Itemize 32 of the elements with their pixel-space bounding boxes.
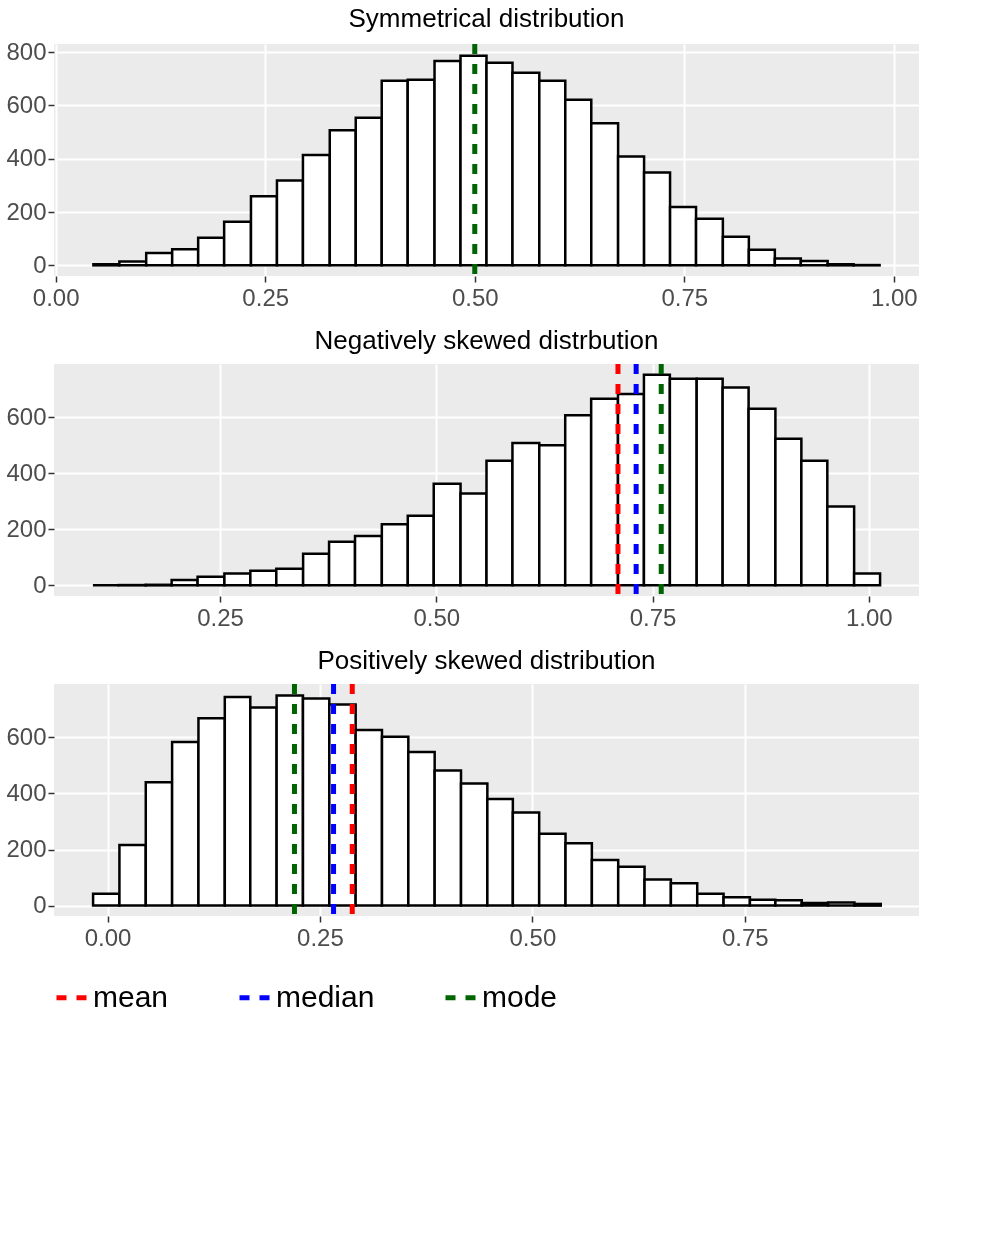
x-tick-label: 1.00 xyxy=(871,283,918,311)
y-tick-label: 600 xyxy=(6,402,47,430)
x-tick-label: 0.25 xyxy=(297,923,344,951)
x-tick-label: 1.00 xyxy=(845,603,893,631)
x-tick-label: 0.50 xyxy=(413,603,461,631)
y-tick-label: 400 xyxy=(6,144,47,172)
x-tick-label: 0.25 xyxy=(197,603,244,631)
y-tick-label: 600 xyxy=(6,722,47,750)
y-tick-label: 0 xyxy=(33,250,47,278)
y-tick-label: 200 xyxy=(6,835,47,863)
y-tick-label: 400 xyxy=(6,778,47,806)
chart-title: Positively skewed distribution xyxy=(317,644,656,675)
legend-label: mode xyxy=(482,979,558,1013)
y-tick-label: 400 xyxy=(6,458,47,486)
y-tick-label: 800 xyxy=(6,37,47,65)
ref-line-label: median xyxy=(276,979,375,1013)
x-tick-label: 0.75 xyxy=(661,283,709,311)
x-tick-label: 0.00 xyxy=(84,923,132,951)
x-tick-label: 0.50 xyxy=(451,283,499,311)
chart-title: Negatively skewed distrbution xyxy=(314,324,659,355)
x-tick-label: 0.75 xyxy=(629,603,677,631)
x-tick-label: 0.75 xyxy=(721,923,769,951)
x-tick-label: 0.50 xyxy=(509,923,557,951)
y-tick-label: 0 xyxy=(33,570,47,598)
chart-title: Symmetrical distribution xyxy=(348,3,625,33)
x-tick-label: 0.25 xyxy=(242,283,290,311)
legend-label: mean xyxy=(93,979,169,1013)
x-tick-label: 0.00 xyxy=(32,283,80,311)
y-tick-label: 200 xyxy=(6,514,47,542)
y-tick-label: 0 xyxy=(33,891,47,919)
y-tick-label: 600 xyxy=(6,90,47,118)
y-tick-label: 200 xyxy=(6,197,47,225)
